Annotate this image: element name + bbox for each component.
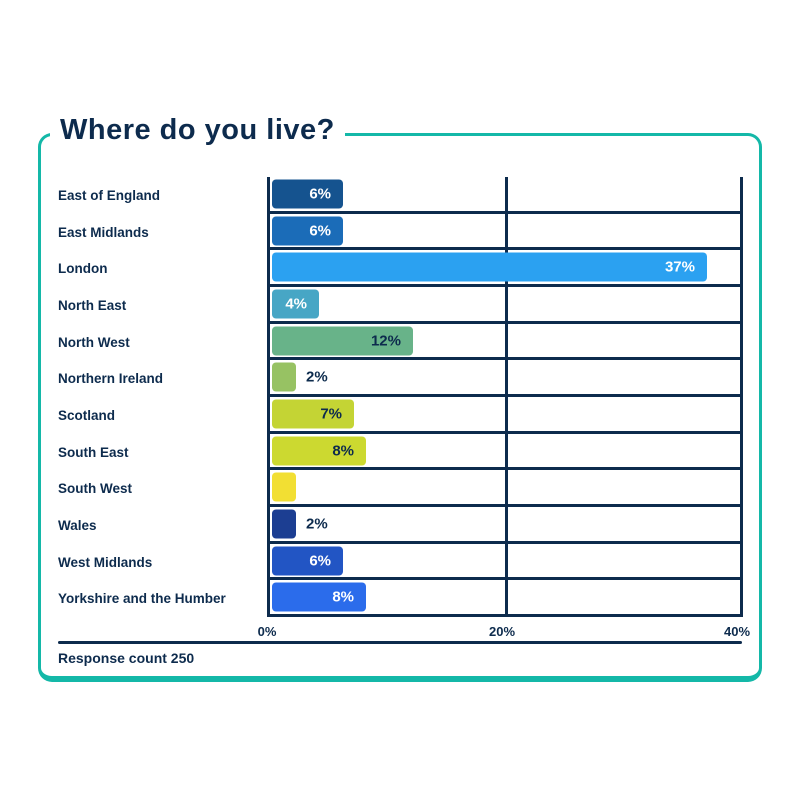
bar-row	[270, 470, 740, 508]
x-tick-label: 20%	[488, 624, 516, 639]
plot-area: 6% 6% 37% 4% 12% 2% 7% 8% 2% 6% 8%	[267, 177, 743, 618]
category-label: East Midlands	[58, 224, 149, 240]
bar-row: 6%	[270, 544, 740, 581]
bar	[272, 472, 296, 502]
bar-value-label: 7%	[320, 405, 342, 423]
bar: 8%	[272, 436, 366, 466]
bar-row: 12%	[270, 324, 740, 361]
bar-row: 6%	[270, 214, 740, 251]
bar: 12%	[272, 326, 413, 356]
bar-row: 8%	[270, 434, 740, 471]
bar: 6%	[272, 546, 343, 576]
bar: 7%	[272, 399, 354, 429]
bar-row: 7%	[270, 397, 740, 434]
bar-value-label: 8%	[332, 588, 354, 606]
bar: 8%	[272, 582, 366, 612]
footer-divider	[58, 641, 742, 644]
category-label: Yorkshire and the Humber	[58, 591, 226, 607]
category-label: South West	[58, 481, 132, 497]
bar: 4%	[272, 289, 319, 319]
category-label: Wales	[58, 517, 97, 533]
category-label: Scotland	[58, 407, 116, 423]
category-label: North East	[58, 297, 127, 313]
bar-value-label: 2%	[306, 368, 328, 386]
chart-title: Where do you live?	[50, 114, 345, 147]
bar-value-label: 6%	[309, 552, 331, 570]
x-axis-ticks: 0% 20% 40%	[258, 624, 750, 644]
bar-row: 2%	[270, 507, 740, 544]
bar-row: 6%	[270, 177, 740, 214]
bar-value-label: 37%	[664, 258, 695, 276]
bar-rows: 6% 6% 37% 4% 12% 2% 7% 8% 2% 6% 8%	[270, 177, 740, 618]
bar-value-label: 6%	[309, 222, 331, 239]
bar-value-label: 2%	[306, 515, 328, 533]
bar	[272, 362, 296, 392]
response-count-label: Response count 250	[58, 650, 195, 666]
category-label: Northern Ireland	[58, 371, 164, 387]
category-label: North West	[58, 334, 130, 350]
x-tick-label: 0%	[257, 624, 277, 639]
category-labels: East of England East Midlands London North …	[58, 177, 263, 617]
bar-value-label: 6%	[309, 185, 331, 203]
bar-row: 2%	[270, 360, 740, 398]
x-tick-label: 40%	[723, 624, 751, 639]
bar-value-label: 8%	[332, 442, 354, 460]
bar-value-label: 4%	[285, 295, 307, 313]
category-label: London	[58, 261, 108, 277]
gridline-40pct	[740, 177, 743, 617]
bar: 6%	[272, 179, 343, 209]
bar-row: 4%	[270, 287, 740, 324]
bar: 6%	[272, 216, 343, 245]
category-label: South East	[58, 444, 129, 460]
bar-value-label: 12%	[370, 332, 401, 350]
bar	[272, 509, 296, 539]
bar-row: 8%	[270, 580, 740, 618]
bar-row: 37%	[270, 250, 740, 288]
category-label: West Midlands	[58, 554, 153, 570]
card-border	[38, 133, 762, 682]
bar: 37%	[272, 252, 707, 282]
category-label: East of England	[58, 187, 161, 203]
